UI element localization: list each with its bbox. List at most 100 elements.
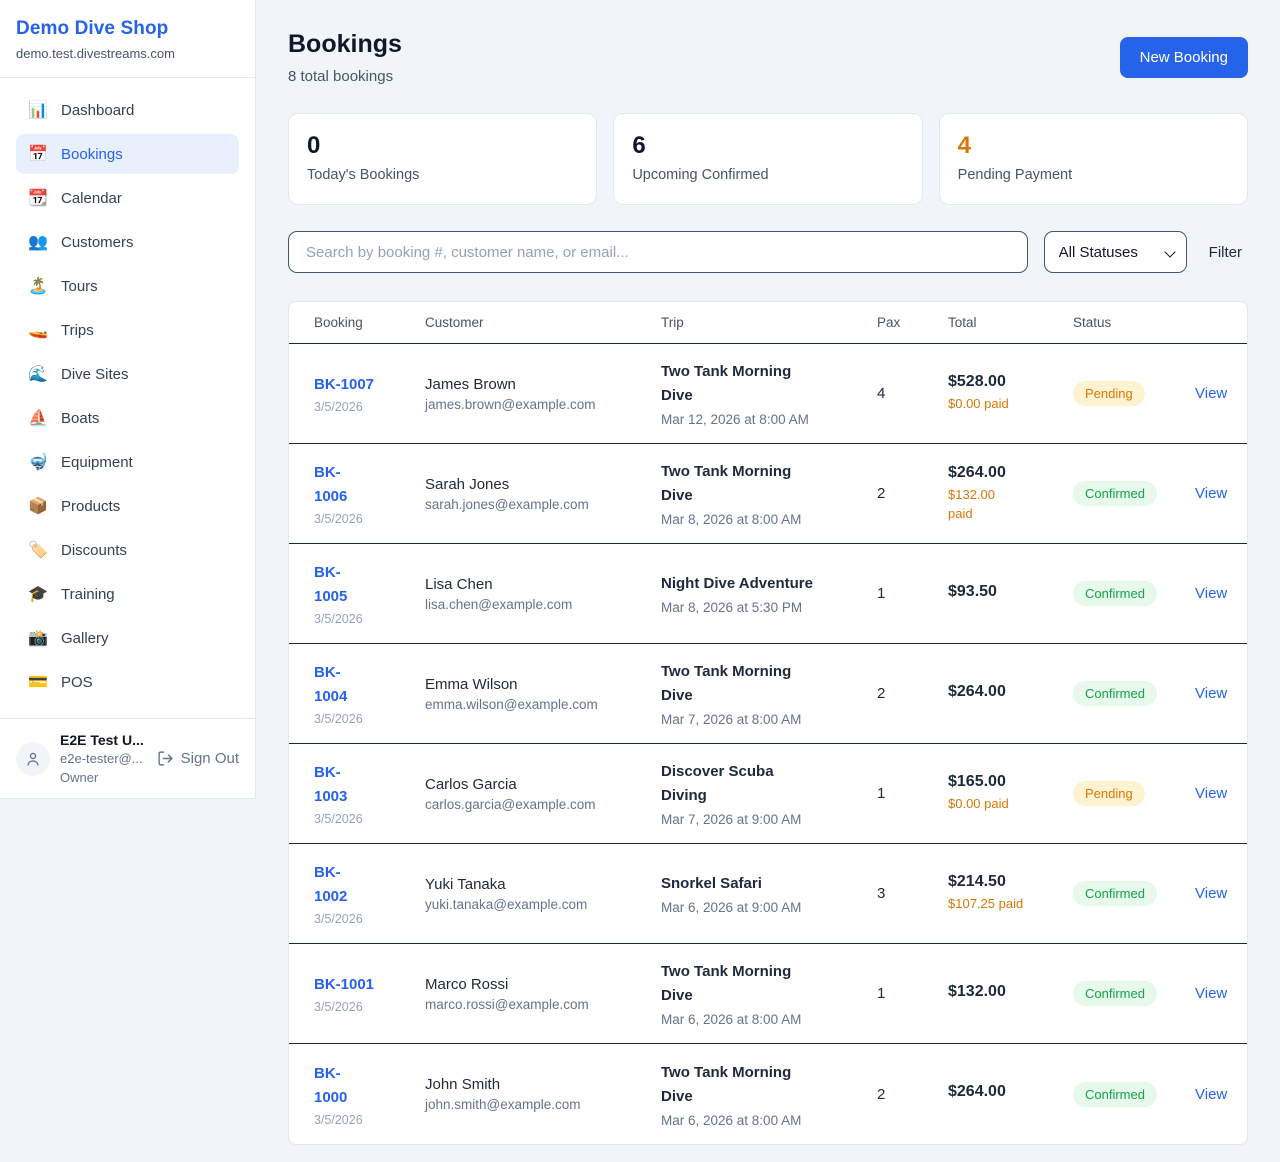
customer-email: lisa.chen@example.com bbox=[425, 597, 651, 612]
paid-amount: $107.25 paid bbox=[948, 895, 1063, 914]
booking-date: 3/5/2026 bbox=[314, 712, 415, 726]
status-badge: Confirmed bbox=[1073, 881, 1157, 906]
user-icon bbox=[24, 750, 42, 768]
customer-name: James Brown bbox=[425, 376, 651, 393]
people-icon: 👥 bbox=[28, 232, 48, 252]
sidebar-item-discounts[interactable]: 🏷️ Discounts bbox=[16, 530, 239, 570]
stat-card-todays-bookings: 0 Today's Bookings bbox=[288, 113, 597, 205]
total-amount: $214.50 bbox=[948, 873, 1063, 891]
customer-name: John Smith bbox=[425, 1076, 651, 1093]
stat-label: Today's Bookings bbox=[307, 167, 578, 183]
view-link[interactable]: View bbox=[1195, 385, 1248, 402]
status-filter-select[interactable]: All Statuses bbox=[1044, 231, 1187, 273]
customer-email: carlos.garcia@example.com bbox=[425, 797, 651, 812]
stat-value: 4 bbox=[958, 133, 1229, 159]
status-badge: Confirmed bbox=[1073, 681, 1157, 706]
trip-name: Two Tank Morning Dive bbox=[661, 1061, 867, 1109]
trip-datetime: Mar 12, 2026 at 8:00 AM bbox=[661, 412, 867, 427]
sidebar-item-label: Tours bbox=[61, 278, 98, 295]
trip-datetime: Mar 7, 2026 at 8:00 AM bbox=[661, 712, 867, 727]
pax-count: 3 bbox=[877, 885, 948, 902]
booking-id-link[interactable]: BK- 1003 bbox=[314, 761, 415, 809]
table-row: BK- 1005 3/5/2026 Lisa Chen lisa.chen@ex… bbox=[289, 544, 1247, 644]
customer-name: Emma Wilson bbox=[425, 676, 651, 693]
sidebar-item-boats[interactable]: ⛵ Boats bbox=[16, 398, 239, 438]
sidebar-item-label: Equipment bbox=[61, 454, 133, 471]
sidebar-item-label: Products bbox=[61, 498, 120, 515]
sidebar-item-dive-sites[interactable]: 🌊 Dive Sites bbox=[16, 354, 239, 394]
search-input[interactable] bbox=[288, 231, 1028, 273]
shop-domain: demo.test.divestreams.com bbox=[16, 46, 239, 61]
sidebar: Demo Dive Shop demo.test.divestreams.com… bbox=[0, 0, 256, 799]
trip-name: Night Dive Adventure bbox=[661, 572, 867, 596]
trip-datetime: Mar 6, 2026 at 8:00 AM bbox=[661, 1012, 867, 1027]
booking-id-link[interactable]: BK- 1004 bbox=[314, 661, 415, 709]
stat-value: 6 bbox=[632, 133, 903, 159]
booking-id-link[interactable]: BK- 1005 bbox=[314, 561, 415, 609]
sidebar-item-dashboard[interactable]: 📊 Dashboard bbox=[16, 90, 239, 130]
pax-count: 1 bbox=[877, 785, 948, 802]
status-badge: Pending bbox=[1073, 381, 1145, 406]
table-row: BK- 1000 3/5/2026 John Smith john.smith@… bbox=[289, 1044, 1247, 1144]
trip-datetime: Mar 6, 2026 at 8:00 AM bbox=[661, 1113, 867, 1128]
booking-id-link[interactable]: BK-1001 bbox=[314, 973, 415, 997]
sidebar-item-trips[interactable]: 🚤 Trips bbox=[16, 310, 239, 350]
booking-id-link[interactable]: BK- 1002 bbox=[314, 861, 415, 909]
sidebar-item-products[interactable]: 📦 Products bbox=[16, 486, 239, 526]
sidebar-item-training[interactable]: 🎓 Training bbox=[16, 574, 239, 614]
sidebar-item-tours[interactable]: 🏝️ Tours bbox=[16, 266, 239, 306]
booking-id-link[interactable]: BK- 1006 bbox=[314, 461, 415, 509]
customer-email: john.smith@example.com bbox=[425, 1097, 651, 1112]
booking-id-link[interactable]: BK-1007 bbox=[314, 373, 415, 397]
sidebar-item-pos[interactable]: 💳 POS bbox=[16, 662, 239, 702]
tear-calendar-icon: 📆 bbox=[28, 188, 48, 208]
sidebar-nav: 📊 Dashboard 📅 Bookings 📆 Calendar 👥 Cust… bbox=[0, 78, 255, 718]
customer-email: marco.rossi@example.com bbox=[425, 997, 651, 1012]
pax-count: 1 bbox=[877, 585, 948, 602]
table-row: BK- 1002 3/5/2026 Yuki Tanaka yuki.tanak… bbox=[289, 844, 1247, 944]
sign-out-label: Sign Out bbox=[181, 750, 239, 767]
speedboat-icon: 🚤 bbox=[28, 320, 48, 340]
sidebar-item-customers[interactable]: 👥 Customers bbox=[16, 222, 239, 262]
page-subtitle: 8 total bookings bbox=[288, 68, 402, 85]
stat-value: 0 bbox=[307, 133, 578, 159]
wave-icon: 🌊 bbox=[28, 364, 48, 384]
customer-name: Carlos Garcia bbox=[425, 776, 651, 793]
bar-chart-icon: 📊 bbox=[28, 100, 48, 120]
sidebar-item-bookings[interactable]: 📅 Bookings bbox=[16, 134, 239, 174]
customer-email: emma.wilson@example.com bbox=[425, 697, 651, 712]
booking-date: 3/5/2026 bbox=[314, 400, 415, 414]
booking-date: 3/5/2026 bbox=[314, 812, 415, 826]
view-link[interactable]: View bbox=[1195, 485, 1248, 502]
customer-name: Yuki Tanaka bbox=[425, 876, 651, 893]
pax-count: 2 bbox=[877, 685, 948, 702]
col-header-actions bbox=[1195, 302, 1248, 343]
sidebar-item-equipment[interactable]: 🤿 Equipment bbox=[16, 442, 239, 482]
status-badge: Pending bbox=[1073, 781, 1145, 806]
trip-name: Snorkel Safari bbox=[661, 872, 867, 896]
view-link[interactable]: View bbox=[1195, 1086, 1248, 1103]
user-email: e2e-tester@... bbox=[60, 751, 144, 768]
view-link[interactable]: View bbox=[1195, 985, 1248, 1002]
new-booking-button[interactable]: New Booking bbox=[1120, 37, 1248, 78]
view-link[interactable]: View bbox=[1195, 885, 1248, 902]
view-link[interactable]: View bbox=[1195, 585, 1248, 602]
package-icon: 📦 bbox=[28, 496, 48, 516]
col-header-trip: Trip bbox=[661, 302, 877, 343]
col-header-pax: Pax bbox=[877, 302, 948, 343]
trip-name: Discover Scuba Diving bbox=[661, 760, 867, 808]
view-link[interactable]: View bbox=[1195, 685, 1248, 702]
sidebar-item-calendar[interactable]: 📆 Calendar bbox=[16, 178, 239, 218]
col-header-total: Total bbox=[948, 302, 1073, 343]
sign-out-button[interactable]: Sign Out bbox=[157, 750, 239, 767]
sidebar-item-label: Boats bbox=[61, 410, 99, 427]
customer-email: sarah.jones@example.com bbox=[425, 497, 651, 512]
col-header-booking: Booking bbox=[314, 302, 425, 343]
customer-name: Marco Rossi bbox=[425, 976, 651, 993]
filter-button[interactable]: Filter bbox=[1203, 244, 1248, 261]
sidebar-item-gallery[interactable]: 📸 Gallery bbox=[16, 618, 239, 658]
total-amount: $132.00 bbox=[948, 983, 1063, 1001]
user-footer: E2E Test U... e2e-tester@... Owner Sign … bbox=[0, 718, 255, 801]
booking-id-link[interactable]: BK- 1000 bbox=[314, 1062, 415, 1110]
view-link[interactable]: View bbox=[1195, 785, 1248, 802]
